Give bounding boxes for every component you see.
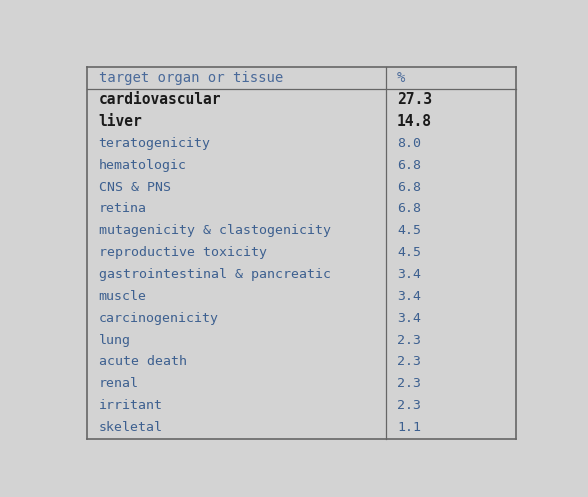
Text: 1.1: 1.1 bbox=[397, 421, 421, 434]
Text: carcinogenicity: carcinogenicity bbox=[99, 312, 219, 325]
Text: irritant: irritant bbox=[99, 399, 162, 412]
Text: 8.0: 8.0 bbox=[397, 137, 421, 150]
Text: liver: liver bbox=[99, 114, 142, 129]
Text: %: % bbox=[397, 71, 405, 85]
Text: 2.3: 2.3 bbox=[397, 355, 421, 368]
Text: 6.8: 6.8 bbox=[397, 202, 421, 216]
Text: lung: lung bbox=[99, 333, 131, 346]
Text: 3.4: 3.4 bbox=[397, 290, 421, 303]
Text: 6.8: 6.8 bbox=[397, 159, 421, 172]
Text: renal: renal bbox=[99, 377, 139, 390]
Text: 2.3: 2.3 bbox=[397, 377, 421, 390]
Text: acute death: acute death bbox=[99, 355, 186, 368]
Text: 14.8: 14.8 bbox=[397, 114, 432, 129]
Text: 4.5: 4.5 bbox=[397, 246, 421, 259]
Text: 3.4: 3.4 bbox=[397, 268, 421, 281]
Text: 6.8: 6.8 bbox=[397, 180, 421, 194]
Text: reproductive toxicity: reproductive toxicity bbox=[99, 246, 266, 259]
Text: hematologic: hematologic bbox=[99, 159, 186, 172]
Text: skeletal: skeletal bbox=[99, 421, 162, 434]
Text: cardiovascular: cardiovascular bbox=[99, 92, 221, 107]
Text: mutagenicity & clastogenicity: mutagenicity & clastogenicity bbox=[99, 224, 330, 238]
Text: 27.3: 27.3 bbox=[397, 92, 432, 107]
Text: gastrointestinal & pancreatic: gastrointestinal & pancreatic bbox=[99, 268, 330, 281]
Text: muscle: muscle bbox=[99, 290, 146, 303]
Text: teratogenicity: teratogenicity bbox=[99, 137, 211, 150]
Text: retina: retina bbox=[99, 202, 146, 216]
Text: 3.4: 3.4 bbox=[397, 312, 421, 325]
Text: 2.3: 2.3 bbox=[397, 333, 421, 346]
Text: target organ or tissue: target organ or tissue bbox=[99, 71, 283, 85]
Text: 4.5: 4.5 bbox=[397, 224, 421, 238]
Text: 2.3: 2.3 bbox=[397, 399, 421, 412]
Text: CNS & PNS: CNS & PNS bbox=[99, 180, 171, 194]
